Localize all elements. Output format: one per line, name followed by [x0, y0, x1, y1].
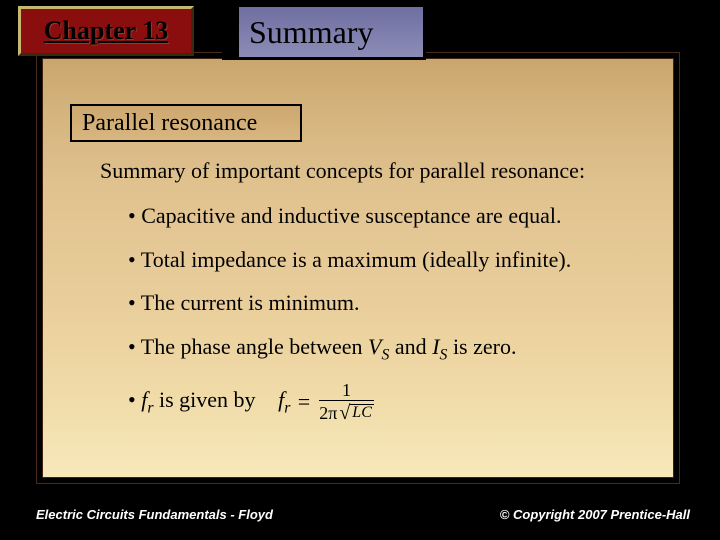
bullet-5: • fr is given by fr = 1 2π √ LC: [128, 381, 660, 423]
bullet-3: • The current is minimum.: [128, 289, 660, 317]
bullet-4: • The phase angle between VS and IS is z…: [128, 333, 660, 365]
numerator: 1: [342, 381, 351, 400]
denominator: 2π √ LC: [319, 400, 374, 423]
b4-post: is zero.: [447, 334, 516, 359]
sqrt: √ LC: [339, 403, 374, 423]
b4-is: IS: [432, 334, 447, 359]
chapter-badge: Chapter 13: [18, 6, 194, 56]
section-label-box: Parallel resonance: [70, 104, 302, 142]
b5-fr: fr: [141, 387, 153, 412]
b4-pre: • The phase angle between: [128, 334, 368, 359]
b5-pre: •: [128, 387, 141, 412]
summary-badge-inner: Summary: [239, 7, 423, 57]
b5-given: is given by: [154, 387, 256, 412]
bullet-2: • Total impedance is a maximum (ideally …: [128, 246, 660, 274]
formula-eq: =: [296, 388, 311, 416]
formula-fr: fr: [278, 386, 290, 418]
bullet-1: • Capacitive and inductive susceptance a…: [128, 202, 660, 230]
section-title: Parallel resonance: [82, 110, 257, 137]
intro-text: Summary of important concepts for parall…: [100, 158, 660, 184]
footer-right: © Copyright 2007 Prentice-Hall: [500, 507, 690, 522]
b4-and: and: [389, 334, 432, 359]
summary-badge: Summary: [222, 4, 426, 60]
sqrt-body: LC: [350, 404, 374, 421]
fraction: 1 2π √ LC: [319, 381, 374, 423]
footer-left: Electric Circuits Fundamentals - Floyd: [36, 507, 273, 522]
two-pi: 2π: [319, 404, 337, 422]
formula: fr = 1 2π √ LC: [261, 381, 374, 423]
b4-vs: VS: [368, 334, 389, 359]
chapter-label: Chapter 13: [44, 16, 168, 46]
content-area: Summary of important concepts for parall…: [100, 158, 660, 439]
sqrt-sign: √: [339, 403, 350, 423]
summary-title: Summary: [249, 14, 373, 51]
